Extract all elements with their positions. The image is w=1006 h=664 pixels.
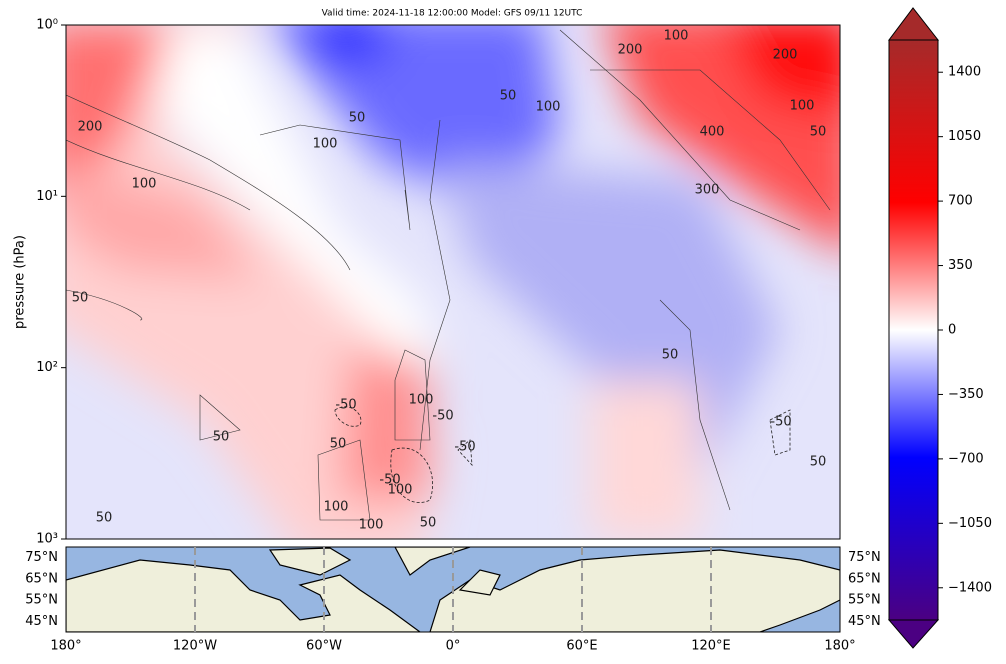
contour-label: 100 [324, 500, 349, 515]
contour-field [66, 25, 840, 539]
y-tick-label: 10¹ [36, 189, 58, 204]
y-tick-label: 10⁰ [36, 18, 58, 33]
x-tick-label: 0° [446, 639, 461, 654]
map-y-tick-label-right: 75°N [848, 550, 881, 565]
x-tick-label: 120°W [173, 639, 217, 654]
map-y-tick-label: 55°N [25, 593, 58, 608]
contour-label: 100 [359, 518, 384, 533]
contour-label: 50 [662, 348, 679, 363]
colorbar-tick-label: 1400 [948, 65, 981, 80]
contour-label: 50 [72, 291, 89, 306]
x-tick-label: 60°W [306, 639, 342, 654]
contour-label: 100 [536, 100, 561, 115]
colorbar-tick-label: 350 [948, 258, 973, 273]
contour-label: 50 [330, 437, 347, 452]
contour-label: 400 [700, 125, 725, 140]
colorbar-tick-label: −350 [948, 387, 984, 402]
contour-label: 100 [132, 177, 157, 192]
contour-label: 50 [810, 455, 827, 470]
colorbar-tick-label: −1400 [948, 580, 992, 595]
x-tick-label: 180° [50, 639, 81, 654]
contour-label: 200 [618, 43, 643, 58]
contour-label: -50 [335, 398, 356, 413]
contour-label: 100 [664, 29, 689, 44]
contour-label: 50 [349, 111, 366, 126]
contour-label: 100 [313, 137, 338, 152]
x-tick-label: 120°E [691, 639, 731, 654]
contour-label: 200 [773, 48, 798, 63]
contour-label: 100 [790, 99, 815, 114]
colorbar-tick-label: 0 [948, 323, 956, 338]
contour-label: -50 [432, 409, 453, 424]
colorbar [889, 40, 938, 620]
map-y-tick-label: 65°N [25, 571, 58, 586]
colorbar-extend-bottom [887, 619, 940, 649]
contour-label: 50 [500, 89, 517, 104]
y-tick-label: 10³ [36, 532, 58, 547]
contour-label: 200 [78, 120, 103, 135]
colorbar-tick-label: −700 [948, 451, 984, 466]
colorbar-tick-label: 1050 [948, 129, 981, 144]
contour-labels: 200 100 50 50 100 50 100 200 100 200 100 400 50 300 50… [72, 29, 827, 533]
map-y-tick-label: 75°N [25, 550, 58, 565]
colorbar-extend-top [888, 7, 940, 41]
contour-label: 100 [409, 393, 434, 408]
map-y-tick-label-right: 55°N [848, 593, 881, 608]
contour-label: -50 [770, 415, 791, 430]
contour-label: -50 [379, 473, 400, 488]
map-y-tick-label-right: 65°N [848, 571, 881, 586]
contour-label: -50 [454, 440, 475, 455]
y-tick-label: 10² [36, 360, 58, 375]
contour-label: 100 [388, 483, 413, 498]
map-y-tick-label: 45°N [25, 614, 58, 629]
contour-label: 50 [213, 430, 230, 445]
y-axis-label: pressure (hPa) [13, 235, 28, 329]
colorbar-tick-label: −1050 [948, 516, 992, 531]
map-y-tick-label-right: 45°N [848, 614, 881, 629]
plot-frame [65, 24, 841, 540]
chart-title: Valid time: 2024-11-18 12:00:00 Model: G… [322, 9, 583, 19]
colorbar-tick-label: 700 [948, 194, 973, 209]
contour-label: 50 [810, 125, 827, 140]
x-tick-label: 180° [824, 639, 855, 654]
contour-label: 50 [96, 511, 113, 526]
contour-label: 300 [695, 183, 720, 198]
contour-label: 50 [420, 516, 437, 531]
x-tick-label: 60°E [566, 639, 597, 654]
